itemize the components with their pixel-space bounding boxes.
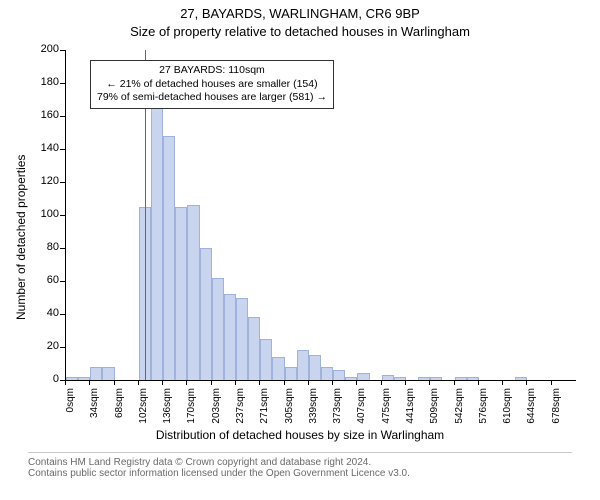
- annotation-box: 27 BAYARDS: 110sqm ← 21% of detached hou…: [90, 60, 334, 109]
- histogram-bar: [430, 377, 442, 380]
- x-tick-label: 305sqm: [284, 388, 295, 428]
- y-tick-label: 0: [29, 373, 59, 385]
- histogram-bar: [175, 207, 187, 380]
- histogram-bar: [224, 294, 236, 380]
- histogram-bar: [102, 367, 114, 380]
- histogram-bar: [357, 373, 369, 380]
- histogram-bar: [260, 339, 272, 380]
- x-tick-label: 0sqm: [65, 388, 76, 428]
- histogram-bar: [382, 375, 394, 380]
- y-tick-label: 200: [29, 43, 59, 55]
- histogram-bar: [236, 298, 248, 381]
- x-tick-label: 475sqm: [381, 388, 392, 428]
- histogram-bar: [200, 248, 212, 380]
- x-tick-label: 136sqm: [162, 388, 173, 428]
- annotation-line1: 27 BAYARDS: 110sqm: [97, 64, 327, 78]
- chart-title: Size of property relative to detached ho…: [0, 24, 600, 39]
- x-tick-label: 237sqm: [235, 388, 246, 428]
- annotation-line3: 79% of semi-detached houses are larger (…: [97, 91, 327, 105]
- x-tick-label: 102sqm: [138, 388, 149, 428]
- x-tick-label: 610sqm: [502, 388, 513, 428]
- footer-line1: Contains HM Land Registry data © Crown c…: [28, 457, 572, 468]
- x-tick-label: 407sqm: [356, 388, 367, 428]
- x-tick-label: 68sqm: [114, 388, 125, 428]
- x-axis-label: Distribution of detached houses by size …: [0, 428, 600, 442]
- y-tick-label: 100: [29, 208, 59, 220]
- x-tick-label: 34sqm: [89, 388, 100, 428]
- y-tick-label: 120: [29, 175, 59, 187]
- histogram-bar: [187, 205, 199, 380]
- histogram-bar: [212, 278, 224, 380]
- y-tick-label: 140: [29, 142, 59, 154]
- histogram-bar: [248, 317, 260, 380]
- y-tick-label: 60: [29, 274, 59, 286]
- histogram-bar: [90, 367, 102, 380]
- histogram-bar: [151, 100, 163, 381]
- histogram-bar: [285, 367, 297, 380]
- histogram-bar: [272, 357, 284, 380]
- footer-line2: Contains public sector information licen…: [28, 468, 572, 479]
- histogram-bar: [297, 350, 309, 380]
- y-axis-label: Number of detached properties: [14, 155, 28, 320]
- x-tick-label: 576sqm: [478, 388, 489, 428]
- x-tick-label: 509sqm: [429, 388, 440, 428]
- x-tick-label: 373sqm: [332, 388, 343, 428]
- footer-attribution: Contains HM Land Registry data © Crown c…: [28, 452, 572, 479]
- chart-supertitle: 27, BAYARDS, WARLINGHAM, CR6 9BP: [0, 6, 600, 21]
- histogram-bar: [163, 136, 175, 380]
- x-tick-label: 339sqm: [308, 388, 319, 428]
- histogram-bar: [321, 367, 333, 380]
- annotation-line2: ← 21% of detached houses are smaller (15…: [97, 78, 327, 92]
- x-tick-label: 170sqm: [186, 388, 197, 428]
- y-tick-label: 40: [29, 307, 59, 319]
- x-tick-label: 441sqm: [405, 388, 416, 428]
- y-tick-label: 20: [29, 340, 59, 352]
- x-tick-label: 542sqm: [454, 388, 465, 428]
- y-tick-label: 160: [29, 109, 59, 121]
- x-tick-label: 644sqm: [526, 388, 537, 428]
- x-tick-label: 203sqm: [211, 388, 222, 428]
- histogram-bar: [66, 377, 78, 380]
- histogram-bar: [455, 377, 467, 380]
- y-tick-label: 180: [29, 76, 59, 88]
- x-tick-label: 271sqm: [259, 388, 270, 428]
- histogram-bar: [333, 370, 345, 380]
- histogram-bar: [309, 355, 321, 380]
- x-tick-label: 678sqm: [551, 388, 562, 428]
- y-tick-label: 80: [29, 241, 59, 253]
